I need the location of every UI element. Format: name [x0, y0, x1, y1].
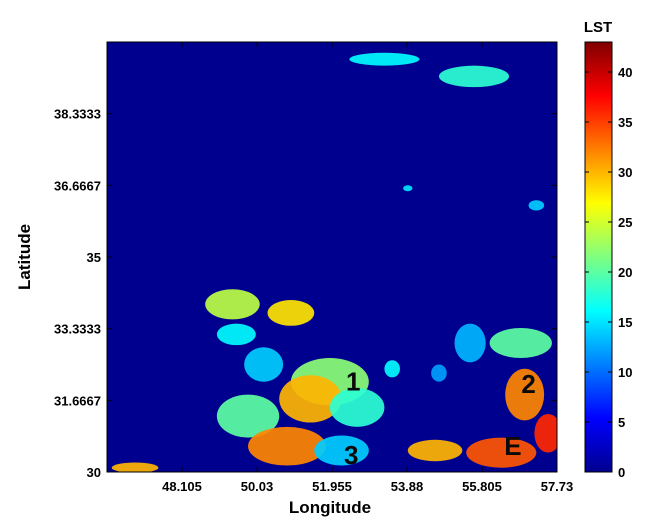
- map-annotation-label: 1: [346, 367, 360, 397]
- heatmap-cell: [205, 289, 260, 320]
- colorbar-tick-label: 5: [618, 415, 625, 430]
- heatmap-cell: [489, 327, 552, 359]
- colorbar: 0 5 10 15 20 25 30 35 40 LST: [584, 19, 633, 480]
- colorbar-title: LST: [584, 19, 612, 36]
- x-tick-label: 48.105: [162, 479, 202, 494]
- colorbar-scale: [584, 41, 613, 473]
- y-axis-label: Latitude: [15, 224, 34, 290]
- plot-area: 1 2 3 E: [106, 41, 558, 473]
- heatmap-cell: [248, 426, 326, 466]
- x-tick-label: 51.955: [312, 479, 352, 494]
- x-tick-label: 53.88: [391, 479, 424, 494]
- colorbar-tick-label: 40: [618, 65, 632, 80]
- heatmap-cell: [279, 375, 342, 423]
- colorbar-tick-label: 0: [618, 465, 625, 480]
- y-tick-label: 36.6667: [54, 178, 101, 193]
- heatmap-cell: [403, 185, 413, 192]
- heatmap-cell: [216, 323, 256, 346]
- y-tick-label: 33.3333: [54, 322, 101, 337]
- y-tick-label: 38.3333: [54, 107, 101, 122]
- colorbar-tick-label: 15: [618, 315, 632, 330]
- heatmap-cell: [454, 323, 486, 363]
- y-tick-label: 30: [87, 465, 101, 480]
- heatmap-cell: [244, 347, 284, 382]
- colorbar-tick-label: 25: [618, 215, 632, 230]
- heatmap-cell: [528, 200, 545, 211]
- heatmap-cell: [349, 52, 420, 66]
- heatmap-cell: [216, 394, 280, 438]
- heatmap-cell: [534, 413, 557, 453]
- x-tick-label: 55.805: [462, 479, 502, 494]
- y-tick-label: 31.6667: [54, 393, 101, 408]
- heatmap-cell: [505, 368, 545, 421]
- colorbar-tick-label: 30: [618, 165, 632, 180]
- x-tick-label: 50.03: [241, 479, 274, 494]
- heatmap-cell: [384, 360, 400, 378]
- y-tick-label: 35: [87, 250, 101, 265]
- map-annotation-label: 3: [344, 440, 358, 470]
- heatmap-cell: [438, 65, 510, 88]
- heatmap-cell: [466, 437, 537, 468]
- heatmap-cell: [314, 435, 369, 466]
- heatmap-cell: [267, 300, 315, 326]
- heatmap-cell: [407, 439, 463, 462]
- colorbar-tick-label: 35: [618, 115, 632, 130]
- colorbar-ticks: 0 5 10 15 20 25 30 35 40: [585, 65, 632, 480]
- colorbar-tick-label: 20: [618, 265, 632, 280]
- x-axis-label: Longitude: [289, 498, 371, 517]
- heatmap-cell: [111, 462, 159, 472]
- map-annotation-label: 2: [521, 369, 535, 399]
- x-axis-ticks: 48.105 50.03 51.955 53.88 55.805 57.73: [162, 42, 573, 494]
- heatmap-patches: [111, 52, 557, 472]
- x-tick-label: 57.73: [541, 479, 574, 494]
- heatmap-cell: [329, 388, 385, 427]
- heatmap-cell: [431, 364, 447, 382]
- colorbar-tick-label: 10: [618, 365, 632, 380]
- map-annotation-label: E: [504, 431, 521, 461]
- y-axis-ticks: 30 31.6667 33.3333 35 36.6667 38.3333: [54, 107, 557, 480]
- map-annotations: 1 2 3 E: [344, 367, 536, 470]
